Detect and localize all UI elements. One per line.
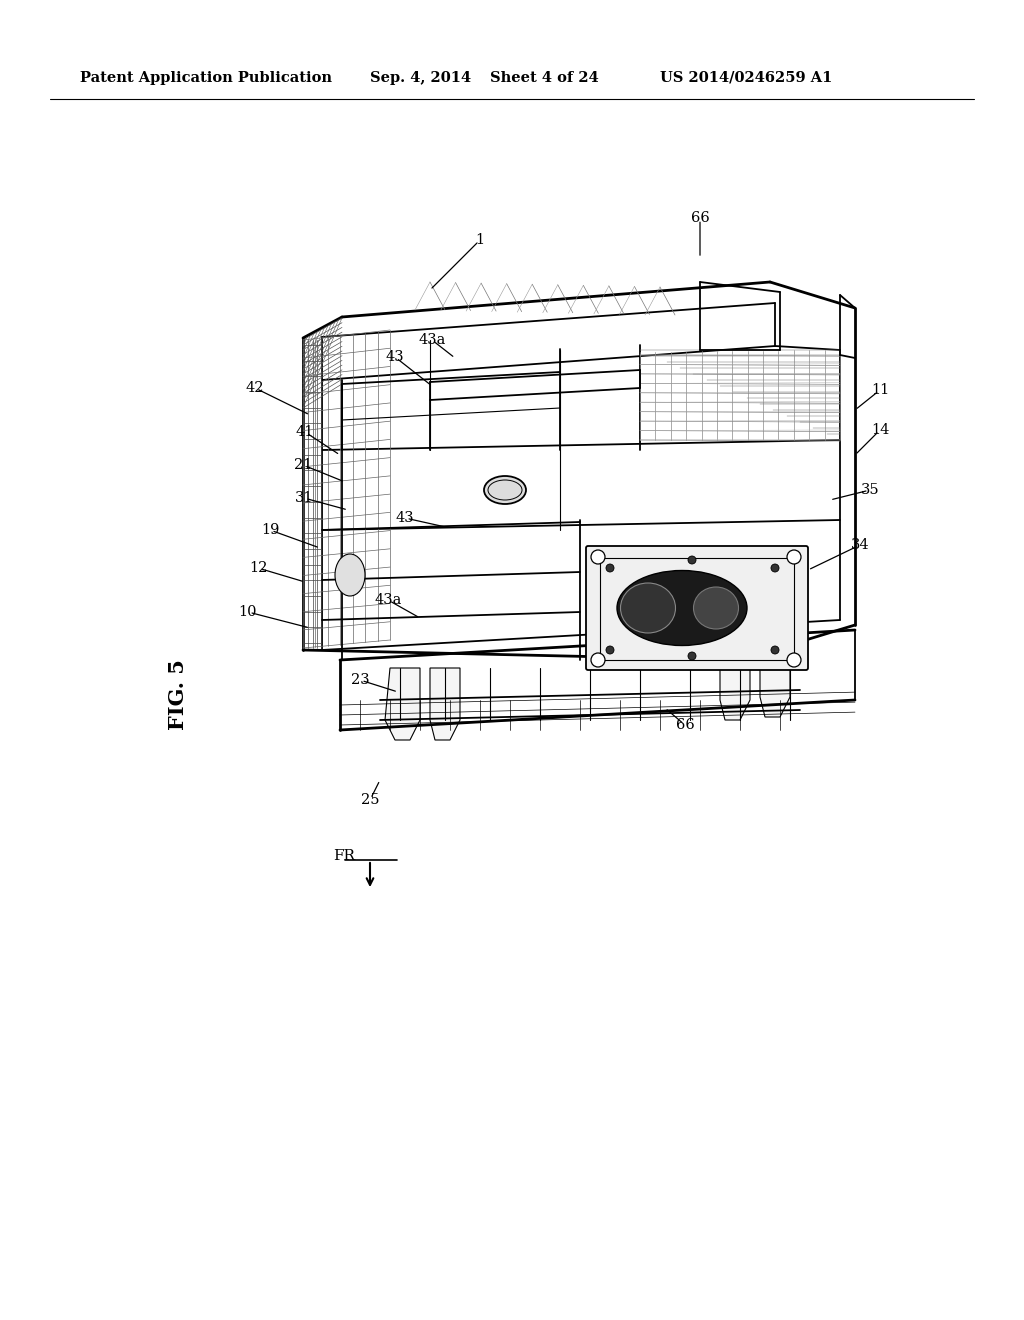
- Ellipse shape: [335, 554, 365, 597]
- Text: Sheet 4 of 24: Sheet 4 of 24: [490, 71, 599, 84]
- Text: FR: FR: [333, 849, 355, 863]
- Circle shape: [591, 550, 605, 564]
- Circle shape: [688, 556, 696, 564]
- Ellipse shape: [484, 477, 526, 504]
- Text: 11: 11: [870, 383, 889, 397]
- Text: 12: 12: [249, 561, 267, 576]
- Text: 66: 66: [676, 718, 694, 733]
- Ellipse shape: [693, 587, 738, 630]
- Ellipse shape: [617, 570, 746, 645]
- Text: 35: 35: [861, 483, 880, 498]
- Circle shape: [606, 564, 614, 572]
- Polygon shape: [385, 668, 420, 741]
- Text: 10: 10: [239, 605, 257, 619]
- Text: 34: 34: [851, 539, 869, 552]
- Ellipse shape: [621, 583, 676, 634]
- Text: 14: 14: [870, 422, 889, 437]
- Text: 1: 1: [475, 234, 484, 247]
- Circle shape: [688, 652, 696, 660]
- Text: 43: 43: [386, 350, 404, 364]
- Text: US 2014/0246259 A1: US 2014/0246259 A1: [660, 71, 833, 84]
- Text: 23: 23: [350, 673, 370, 686]
- Text: 66: 66: [690, 211, 710, 224]
- Circle shape: [787, 653, 801, 667]
- Polygon shape: [760, 647, 790, 717]
- FancyBboxPatch shape: [586, 546, 808, 671]
- Text: FIG. 5: FIG. 5: [168, 660, 188, 730]
- Text: Sep. 4, 2014: Sep. 4, 2014: [370, 71, 471, 84]
- Circle shape: [606, 645, 614, 653]
- Text: 31: 31: [295, 491, 313, 506]
- Text: 19: 19: [261, 523, 280, 537]
- Text: 21: 21: [294, 458, 312, 473]
- Text: 42: 42: [246, 381, 264, 395]
- Circle shape: [771, 645, 779, 653]
- Text: Patent Application Publication: Patent Application Publication: [80, 71, 332, 84]
- Polygon shape: [430, 668, 460, 741]
- Text: 43a: 43a: [419, 333, 445, 347]
- Circle shape: [591, 653, 605, 667]
- Text: 43a: 43a: [375, 593, 401, 607]
- Text: 43: 43: [395, 511, 415, 525]
- Text: 41: 41: [296, 425, 314, 440]
- Circle shape: [787, 550, 801, 564]
- Text: 25: 25: [360, 793, 379, 807]
- Polygon shape: [720, 649, 750, 719]
- Circle shape: [771, 564, 779, 572]
